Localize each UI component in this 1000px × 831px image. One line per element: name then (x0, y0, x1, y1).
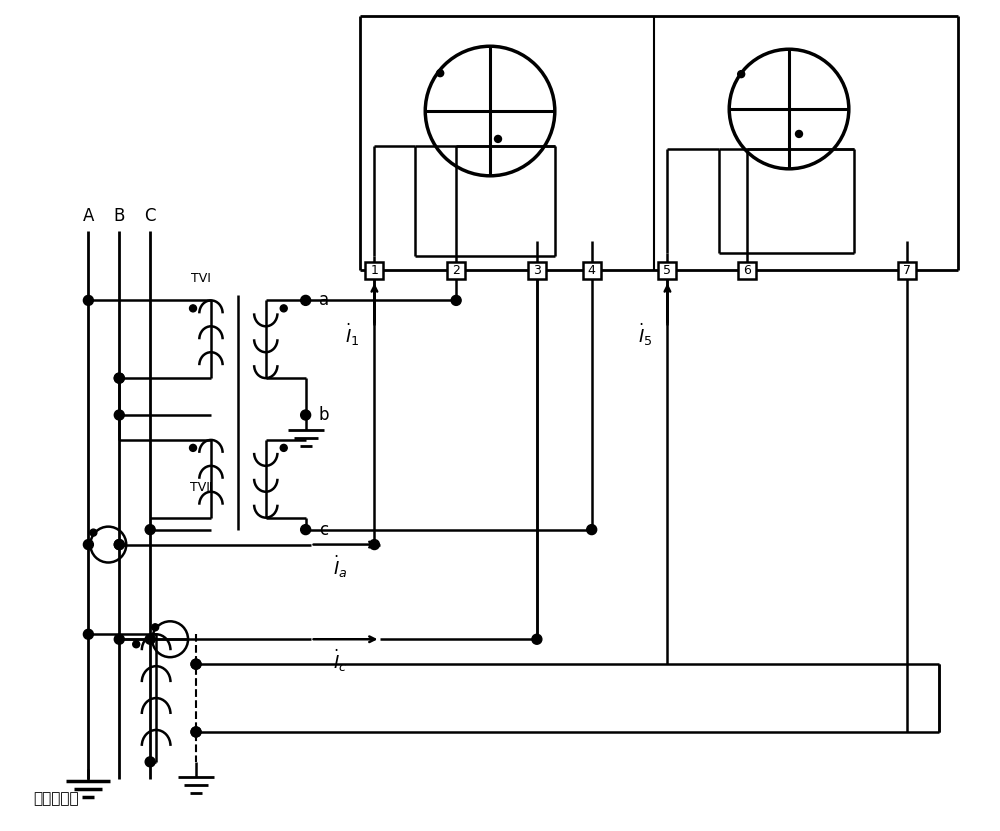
Text: TVⅠ: TVⅠ (191, 272, 211, 285)
Bar (738, 262, 756, 279)
Bar (365, 262, 383, 279)
Text: b: b (318, 406, 329, 424)
Text: $\dot{I}_5$: $\dot{I}_5$ (638, 322, 653, 348)
Circle shape (191, 659, 201, 669)
Circle shape (133, 641, 140, 647)
Text: A: A (83, 207, 94, 224)
Circle shape (114, 410, 124, 420)
Text: $\dot{I}_1$: $\dot{I}_1$ (345, 322, 360, 348)
Circle shape (301, 524, 311, 534)
Circle shape (191, 659, 201, 669)
Text: c: c (319, 520, 328, 538)
Circle shape (145, 524, 155, 534)
Circle shape (83, 539, 93, 549)
Text: TVⅡ: TVⅡ (190, 481, 212, 494)
Circle shape (114, 539, 124, 549)
Circle shape (280, 305, 287, 312)
Text: 7: 7 (903, 264, 911, 277)
Circle shape (532, 634, 542, 644)
Bar (898, 262, 916, 279)
Circle shape (83, 295, 93, 305)
Circle shape (437, 70, 444, 76)
Bar (658, 262, 676, 279)
Circle shape (587, 524, 597, 534)
Circle shape (301, 295, 311, 305)
Text: 3: 3 (533, 264, 541, 277)
Circle shape (190, 445, 197, 451)
Circle shape (114, 539, 124, 549)
Text: $\dot{I}_c$: $\dot{I}_c$ (333, 648, 348, 674)
Circle shape (301, 410, 311, 420)
Circle shape (190, 305, 197, 312)
Circle shape (738, 71, 745, 77)
Circle shape (451, 295, 461, 305)
Circle shape (280, 445, 287, 451)
Text: $\dot{I}_a$: $\dot{I}_a$ (333, 553, 348, 580)
Circle shape (90, 529, 97, 536)
Bar (528, 262, 546, 279)
Text: a: a (319, 292, 329, 309)
Text: C: C (144, 207, 156, 224)
Circle shape (495, 135, 501, 142)
Circle shape (796, 130, 802, 137)
Bar (447, 262, 465, 279)
Circle shape (145, 757, 155, 767)
Text: 1: 1 (370, 264, 378, 277)
Circle shape (191, 727, 201, 737)
Circle shape (114, 634, 124, 644)
Circle shape (369, 539, 379, 549)
Circle shape (114, 373, 124, 383)
Text: 5: 5 (663, 264, 671, 277)
Text: 用户变压器: 用户变压器 (34, 791, 79, 806)
Text: 4: 4 (588, 264, 596, 277)
Circle shape (191, 727, 201, 737)
Circle shape (145, 634, 155, 644)
Text: 6: 6 (743, 264, 751, 277)
Text: B: B (114, 207, 125, 224)
Text: 2: 2 (452, 264, 460, 277)
Circle shape (152, 624, 159, 631)
Circle shape (114, 373, 124, 383)
Circle shape (83, 629, 93, 639)
Bar (583, 262, 601, 279)
